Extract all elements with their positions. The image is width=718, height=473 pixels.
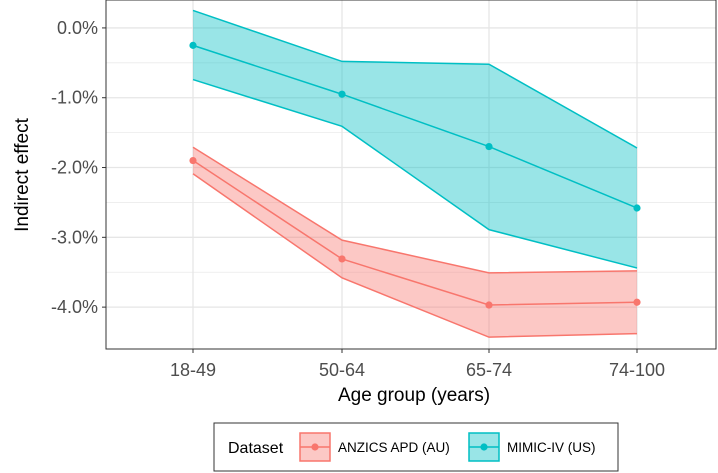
point-mimic: [338, 90, 346, 98]
y-axis-title: Indirect effect: [12, 117, 33, 231]
legend: Dataset ANZICS APD (AU) MIMIC-IV (US): [213, 422, 619, 472]
legend-label-mimic: MIMIC-IV (US): [507, 440, 596, 455]
line-anzics: [192, 159, 638, 306]
point-mimic: [633, 204, 641, 212]
confidence-ribbons: [193, 10, 637, 338]
panel-border: [105, 0, 717, 350]
ribbon-anzics: [193, 147, 637, 338]
y-tick-label: 0.0%: [57, 18, 98, 38]
point-anzics: [633, 298, 641, 306]
legend-key-point-anzics: [311, 443, 319, 451]
legend-label-anzics: ANZICS APD (AU): [338, 440, 450, 455]
y-axis-ticks: 0.0% -1.0% -2.0% -3.0% -4.0%: [51, 18, 106, 317]
y-tick-label: -3.0%: [51, 227, 98, 247]
x-tick-label: 74-100: [609, 360, 665, 380]
legend-key-point-mimic: [480, 443, 488, 451]
ribbon-lower-mimic: [192, 78, 638, 269]
x-tick-label: 50-64: [319, 360, 365, 380]
line-mimic: [192, 44, 638, 209]
point-anzics: [189, 156, 197, 165]
x-tick-label: 65-74: [466, 360, 512, 380]
x-axis-ticks: 18-49 50-64 65-74 74-100: [170, 349, 665, 380]
ribbon-upper-anzics: [192, 146, 638, 274]
point-anzics: [485, 301, 493, 309]
point-anzics: [338, 255, 346, 263]
series-lines: [192, 9, 638, 338]
ribbon-lower-anzics: [192, 173, 638, 338]
y-tick-label: -2.0%: [51, 158, 98, 178]
x-axis-title: Age group (years): [338, 385, 490, 406]
legend-box: [213, 422, 619, 472]
x-tick-label: 18-49: [170, 360, 216, 380]
y-tick-label: -4.0%: [51, 297, 98, 317]
point-mimic: [485, 142, 493, 151]
legend-items: ANZICS APD (AU) MIMIC-IV (US): [299, 432, 596, 462]
legend-title: Dataset: [228, 440, 284, 457]
ribbon-upper-mimic: [192, 9, 638, 149]
y-tick-label: -1.0%: [51, 88, 98, 108]
series-points: [189, 41, 641, 309]
ribbon-mimic: [193, 10, 637, 269]
point-mimic: [189, 41, 197, 49]
